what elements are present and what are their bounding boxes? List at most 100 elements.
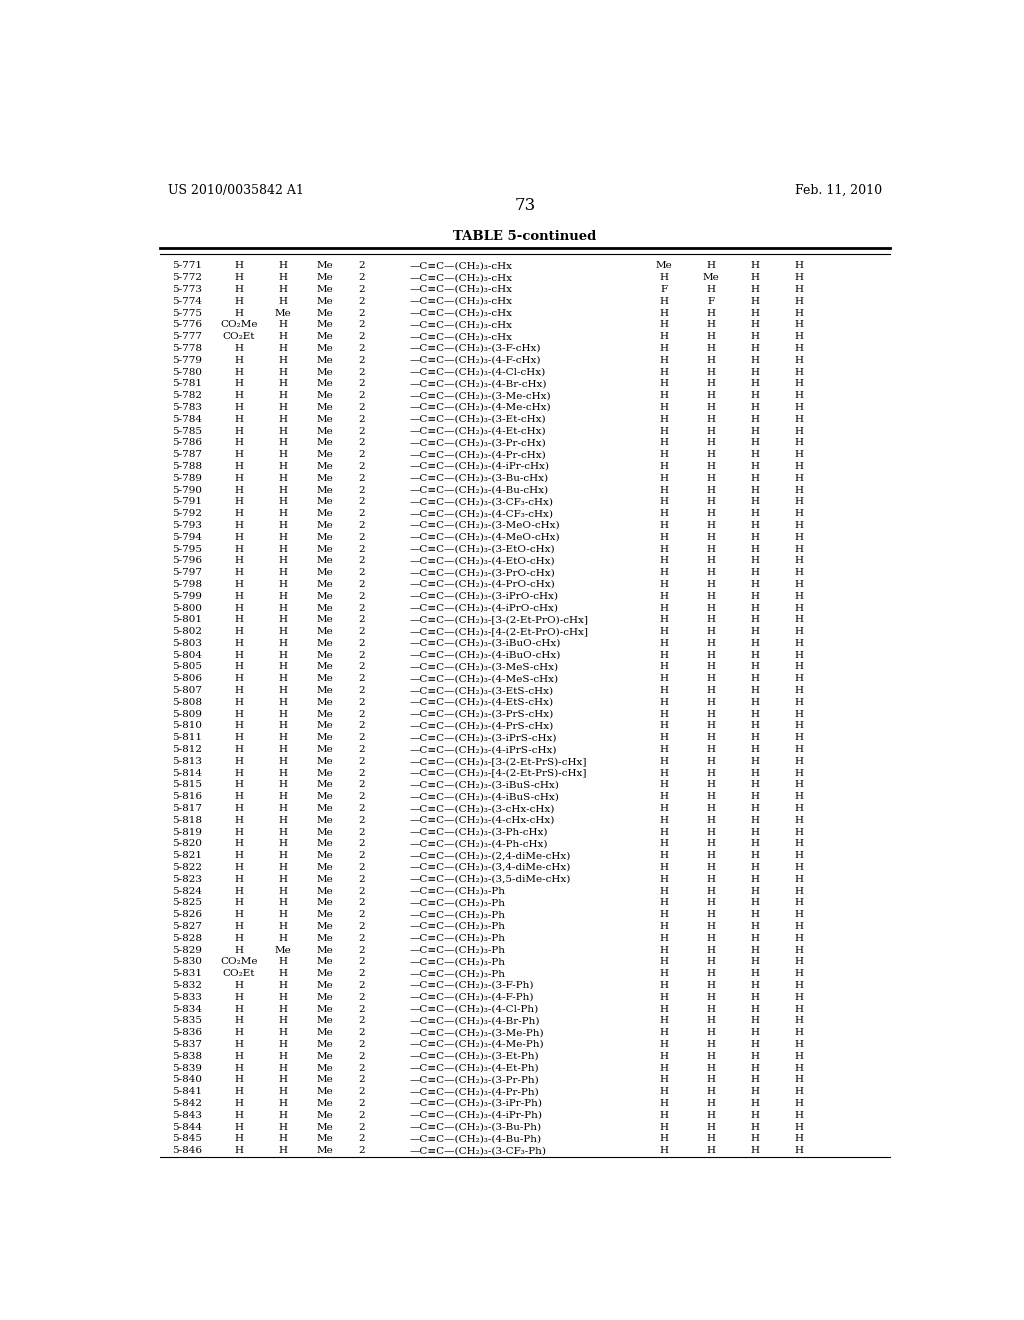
Text: H: H [279, 474, 288, 483]
Text: H: H [707, 804, 716, 813]
Text: 5-804: 5-804 [172, 651, 202, 660]
Text: —C≡C—(CH₂)₃-(3-Me-Ph): —C≡C—(CH₂)₃-(3-Me-Ph) [410, 1028, 545, 1038]
Text: Me: Me [316, 899, 333, 907]
Text: H: H [234, 615, 244, 624]
Text: H: H [234, 273, 244, 282]
Text: 2: 2 [358, 356, 366, 364]
Text: 5-783: 5-783 [172, 403, 202, 412]
Text: H: H [707, 545, 716, 553]
Text: H: H [279, 568, 288, 577]
Text: H: H [794, 993, 803, 1002]
Text: H: H [279, 816, 288, 825]
Text: H: H [659, 945, 669, 954]
Text: H: H [234, 722, 244, 730]
Text: 2: 2 [358, 333, 366, 341]
Text: H: H [707, 899, 716, 907]
Text: H: H [751, 367, 760, 376]
Text: H: H [751, 933, 760, 942]
Text: 2: 2 [358, 734, 366, 742]
Text: —C≡C—(CH₂)₃-(4-iPr-Ph): —C≡C—(CH₂)₃-(4-iPr-Ph) [410, 1110, 543, 1119]
Text: 5-822: 5-822 [172, 863, 202, 873]
Text: —C≡C—(CH₂)₃-(3-CF₃-cHx): —C≡C—(CH₂)₃-(3-CF₃-cHx) [410, 498, 554, 507]
Text: H: H [751, 804, 760, 813]
Text: H: H [279, 533, 288, 541]
Text: Me: Me [316, 426, 333, 436]
Text: 2: 2 [358, 1110, 366, 1119]
Text: H: H [279, 1088, 288, 1096]
Text: H: H [751, 969, 760, 978]
Text: Me: Me [316, 545, 333, 553]
Text: H: H [279, 356, 288, 364]
Text: H: H [751, 744, 760, 754]
Text: Me: Me [316, 840, 333, 849]
Text: —C≡C—(CH₂)₃-(4-F-cHx): —C≡C—(CH₂)₃-(4-F-cHx) [410, 356, 542, 364]
Text: 2: 2 [358, 899, 366, 907]
Text: H: H [751, 462, 760, 471]
Text: H: H [794, 1076, 803, 1084]
Text: H: H [751, 1134, 760, 1143]
Text: US 2010/0035842 A1: US 2010/0035842 A1 [168, 183, 303, 197]
Text: H: H [707, 603, 716, 612]
Text: 2: 2 [358, 1088, 366, 1096]
Text: Me: Me [316, 686, 333, 696]
Text: H: H [234, 345, 244, 352]
Text: —C≡C—(CH₂)₃-cHx: —C≡C—(CH₂)₃-cHx [410, 297, 513, 306]
Text: H: H [794, 1088, 803, 1096]
Text: H: H [234, 486, 244, 495]
Text: H: H [794, 911, 803, 919]
Text: H: H [794, 285, 803, 294]
Text: 2: 2 [358, 675, 366, 684]
Text: H: H [707, 403, 716, 412]
Text: Me: Me [316, 333, 333, 341]
Text: —C≡C—(CH₂)₃-Ph: —C≡C—(CH₂)₃-Ph [410, 887, 506, 895]
Text: —C≡C—(CH₂)₃-Ph: —C≡C—(CH₂)₃-Ph [410, 911, 506, 919]
Text: Me: Me [316, 816, 333, 825]
Text: H: H [794, 615, 803, 624]
Text: 2: 2 [358, 486, 366, 495]
Text: 2: 2 [358, 462, 366, 471]
Text: —C≡C—(CH₂)₃-(3-cHx-cHx): —C≡C—(CH₂)₃-(3-cHx-cHx) [410, 804, 555, 813]
Text: H: H [234, 450, 244, 459]
Text: CO₂Et: CO₂Et [223, 333, 255, 341]
Text: —C≡C—(CH₂)₃-(4-iPr-cHx): —C≡C—(CH₂)₃-(4-iPr-cHx) [410, 462, 550, 471]
Text: H: H [659, 899, 669, 907]
Text: H: H [234, 1110, 244, 1119]
Text: —C≡C—(CH₂)₃-(4-Bu-Ph): —C≡C—(CH₂)₃-(4-Bu-Ph) [410, 1134, 542, 1143]
Text: 2: 2 [358, 945, 366, 954]
Text: —C≡C—(CH₂)₃-(4-Pr-Ph): —C≡C—(CH₂)₃-(4-Pr-Ph) [410, 1088, 540, 1096]
Text: H: H [659, 969, 669, 978]
Text: H: H [659, 521, 669, 529]
Text: Me: Me [316, 521, 333, 529]
Text: H: H [659, 933, 669, 942]
Text: H: H [707, 285, 716, 294]
Text: H: H [234, 462, 244, 471]
Text: H: H [279, 744, 288, 754]
Text: H: H [751, 391, 760, 400]
Text: 5-800: 5-800 [172, 603, 202, 612]
Text: H: H [794, 1040, 803, 1049]
Text: H: H [659, 1016, 669, 1026]
Text: H: H [794, 981, 803, 990]
Text: H: H [234, 1028, 244, 1038]
Text: —C≡C—(CH₂)₃-[4-(2-Et-PrO)-cHx]: —C≡C—(CH₂)₃-[4-(2-Et-PrO)-cHx] [410, 627, 589, 636]
Text: H: H [707, 828, 716, 837]
Text: 2: 2 [358, 273, 366, 282]
Text: H: H [279, 498, 288, 507]
Text: H: H [279, 1064, 288, 1073]
Text: H: H [751, 345, 760, 352]
Text: H: H [659, 1064, 669, 1073]
Text: H: H [279, 462, 288, 471]
Text: —C≡C—(CH₂)₃-Ph: —C≡C—(CH₂)₃-Ph [410, 969, 506, 978]
Text: H: H [234, 474, 244, 483]
Text: —C≡C—(CH₂)₃-[3-(2-Et-PrO)-cHx]: —C≡C—(CH₂)₃-[3-(2-Et-PrO)-cHx] [410, 615, 589, 624]
Text: H: H [751, 321, 760, 330]
Text: H: H [751, 756, 760, 766]
Text: H: H [279, 367, 288, 376]
Text: 5-801: 5-801 [172, 615, 202, 624]
Text: H: H [234, 1052, 244, 1061]
Text: H: H [751, 911, 760, 919]
Text: H: H [707, 651, 716, 660]
Text: Me: Me [316, 804, 333, 813]
Text: H: H [279, 1100, 288, 1107]
Text: H: H [659, 591, 669, 601]
